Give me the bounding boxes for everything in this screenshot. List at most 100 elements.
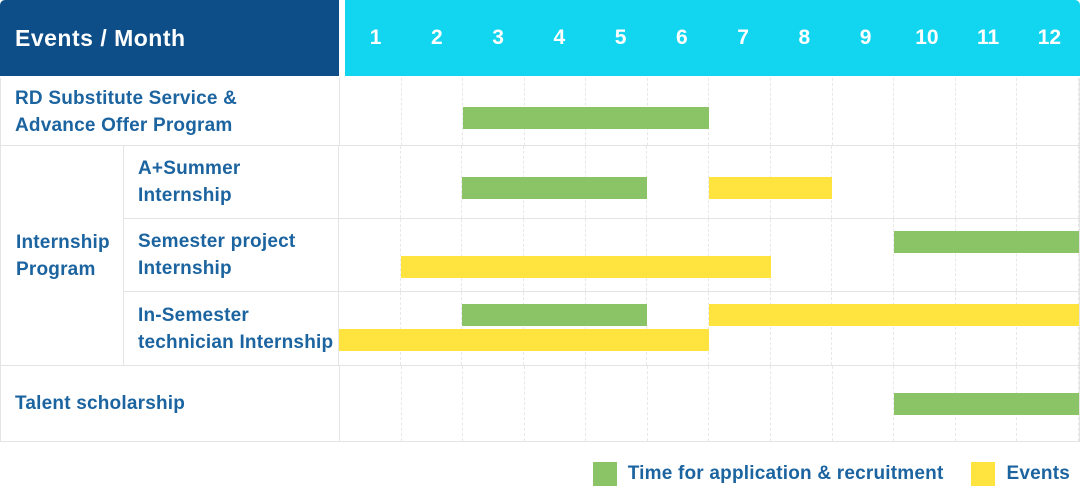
month-grid-cell [894, 219, 956, 291]
month-grid-cell [832, 292, 895, 365]
month-grid-cell [647, 219, 710, 291]
group-label: Internship Program [1, 146, 124, 365]
row-label-line: Internship [138, 258, 232, 279]
row-label: Semester project Internship [124, 219, 339, 291]
month-grid-cell [339, 146, 401, 218]
table-row: A+Summer Internship [124, 146, 1080, 219]
month-label: 1 [369, 26, 382, 49]
legend-item-application: Time for application & recruitment [592, 462, 944, 486]
month-label: 7 [737, 26, 749, 49]
application-color-swatch [592, 462, 617, 486]
month-grid-cell [339, 292, 401, 365]
month-grid-cell [462, 292, 525, 365]
month-label: 10 [915, 26, 939, 49]
month-grid-cell [1017, 146, 1080, 218]
month-grid-cell [709, 366, 772, 441]
month-grid-cell [402, 78, 464, 145]
row-chart-area [339, 219, 1080, 291]
table-row: In-Semester technician Internship [124, 292, 1080, 365]
month-grid-cell [648, 366, 710, 441]
month-grid-cell [339, 219, 401, 291]
month-grid-cell [956, 292, 1018, 365]
month-grid-cell [1017, 219, 1080, 291]
month-label: 5 [614, 26, 627, 49]
month-label: 6 [676, 26, 688, 49]
internship-program-group: Internship Program A+Summer Internship S… [1, 146, 1080, 366]
month-grid-cell [709, 292, 771, 365]
month-grid-cell [402, 366, 464, 441]
row-label: RD Substitute Service & Advance Offer Pr… [1, 78, 340, 145]
row-label-line: technician Internship [138, 331, 334, 353]
month-header-row: 1 2 3 4 5 6 7 8 9 10 11 12 [345, 0, 1080, 76]
month-grid-cell [401, 219, 463, 291]
gantt-bar-application [894, 392, 1079, 415]
row-chart-area [340, 366, 1079, 441]
gantt-bar-event [709, 304, 1079, 326]
row-label-line: Talent scholarship [15, 393, 186, 414]
month-grid-cell [709, 219, 771, 291]
gantt-bar-event [400, 256, 771, 278]
month-grid-cell [894, 78, 956, 145]
table-row: Semester project Internship [124, 219, 1080, 292]
month-label: 8 [798, 26, 811, 49]
gantt-bar-application [462, 177, 648, 199]
legend-item-event: Events [971, 462, 1070, 486]
gantt-bar-event [709, 177, 833, 199]
month-grid-cell [771, 219, 833, 291]
gantt-bar-application [463, 106, 710, 129]
month-grid-cell [401, 146, 463, 218]
month-grid-cell [586, 219, 648, 291]
event-color-swatch [971, 462, 996, 486]
month-grid-cell [340, 78, 402, 145]
row-chart-area [340, 78, 1079, 145]
row-label-line: RD Substitute Service & [15, 87, 238, 109]
month-grid-cell [401, 292, 463, 365]
month-grid-cell [586, 292, 648, 365]
legend-label: Events [1006, 463, 1070, 484]
month-grid-cell [956, 219, 1018, 291]
month-grid-cell [709, 78, 772, 145]
month-grid-cell [894, 146, 956, 218]
month-grid-cell [771, 78, 833, 145]
month-grid-cell [525, 366, 587, 441]
page-title: Events / Month [15, 24, 186, 51]
table-row: Talent scholarship [1, 366, 1079, 441]
row-label-line: In-Semester [138, 304, 249, 326]
month-grid-cell [1017, 292, 1080, 365]
month-grid-cell [462, 219, 525, 291]
month-grid-cell [833, 78, 895, 145]
table-header: Events / Month 1 2 3 4 5 6 7 8 9 10 11 12 [0, 0, 1080, 76]
gantt-bar-event [339, 329, 709, 351]
legend-label: Time for application & recruitment [627, 463, 944, 484]
month-grid-cell [832, 219, 895, 291]
month-label: 12 [1037, 26, 1062, 49]
month-label: 11 [977, 26, 1000, 49]
month-grid-cell [340, 366, 402, 441]
month-grid-cell [956, 78, 1018, 145]
group-label-line: Program [16, 258, 96, 280]
month-grid-cell [524, 219, 586, 291]
row-label: In-Semester technician Internship [124, 292, 339, 365]
gantt-bar-application [894, 231, 1079, 253]
row-chart-area [339, 146, 1080, 218]
legend: Time for application & recruitment Event… [0, 442, 1080, 494]
row-label: Talent scholarship [1, 366, 340, 441]
group-label-line: Internship [16, 231, 110, 253]
month-grid-cell [833, 366, 895, 441]
month-label: 3 [492, 26, 504, 49]
month-grid-cell [771, 366, 833, 441]
table-body: RD Substitute Service & Advance Offer Pr… [0, 78, 1080, 442]
group-rows: A+Summer Internship Semester project Int… [124, 146, 1080, 365]
month-grid-cell [524, 292, 586, 365]
row-label-line: Semester project [138, 231, 296, 252]
month-grid-cell [771, 292, 833, 365]
month-label: 9 [859, 26, 872, 49]
month-grid-cell [463, 366, 525, 441]
table-row: RD Substitute Service & Advance Offer Pr… [1, 78, 1079, 146]
row-label: A+Summer Internship [124, 146, 339, 218]
month-grid-cell [647, 292, 710, 365]
row-label-line: A+Summer [138, 158, 241, 179]
row-label-line: Advance Offer Program [15, 114, 233, 136]
month-grid-cell [894, 292, 956, 365]
